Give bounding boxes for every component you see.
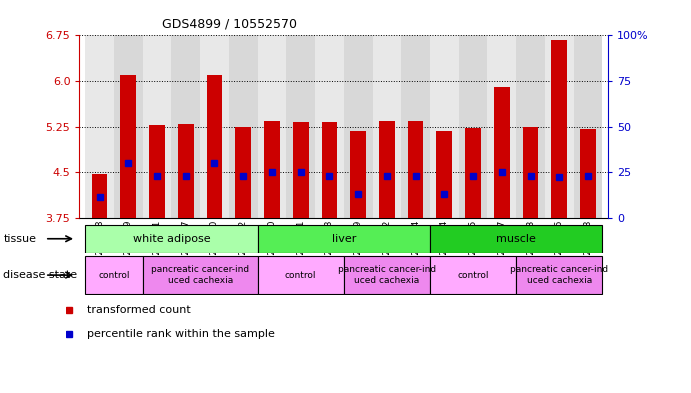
Text: control: control xyxy=(457,271,489,279)
Bar xyxy=(85,35,114,218)
Text: percentile rank within the sample: percentile rank within the sample xyxy=(86,329,274,339)
Bar xyxy=(171,35,200,218)
Text: control: control xyxy=(98,271,130,279)
Bar xyxy=(344,256,430,294)
Bar xyxy=(465,128,481,218)
Bar xyxy=(437,131,452,218)
Bar xyxy=(430,35,459,218)
Bar xyxy=(430,225,603,253)
Bar xyxy=(516,256,603,294)
Bar xyxy=(178,124,193,218)
Text: tissue: tissue xyxy=(3,234,37,244)
Bar xyxy=(408,121,424,218)
Bar xyxy=(264,121,280,218)
Bar xyxy=(142,256,258,294)
Bar xyxy=(85,256,142,294)
Bar xyxy=(522,127,538,218)
Text: white adipose: white adipose xyxy=(133,234,210,244)
Bar xyxy=(92,174,108,218)
Text: disease state: disease state xyxy=(3,270,77,280)
Bar xyxy=(401,35,430,218)
Bar xyxy=(343,35,372,218)
Bar xyxy=(114,35,142,218)
Text: liver: liver xyxy=(332,234,356,244)
Bar xyxy=(229,35,258,218)
Bar xyxy=(258,35,286,218)
Text: pancreatic cancer-ind
uced cachexia: pancreatic cancer-ind uced cachexia xyxy=(338,265,436,285)
Text: pancreatic cancer-ind
uced cachexia: pancreatic cancer-ind uced cachexia xyxy=(151,265,249,285)
Bar xyxy=(551,40,567,218)
Bar xyxy=(487,35,516,218)
Bar xyxy=(120,75,136,218)
Text: pancreatic cancer-ind
uced cachexia: pancreatic cancer-ind uced cachexia xyxy=(510,265,608,285)
Bar xyxy=(379,121,395,218)
Bar xyxy=(258,256,344,294)
Bar xyxy=(258,225,430,253)
Bar xyxy=(430,256,516,294)
Bar xyxy=(321,123,337,218)
Text: transformed count: transformed count xyxy=(86,305,190,316)
Bar xyxy=(207,75,223,218)
Text: muscle: muscle xyxy=(496,234,536,244)
Bar xyxy=(494,87,510,218)
Bar xyxy=(459,35,487,218)
Bar xyxy=(142,35,171,218)
Bar xyxy=(315,35,343,218)
Bar xyxy=(85,225,258,253)
Text: GDS4899 / 10552570: GDS4899 / 10552570 xyxy=(162,18,297,31)
Text: control: control xyxy=(285,271,316,279)
Bar xyxy=(200,35,229,218)
Bar xyxy=(545,35,574,218)
Bar xyxy=(293,123,309,218)
Bar xyxy=(236,127,251,218)
Bar xyxy=(372,35,401,218)
Bar xyxy=(580,129,596,218)
Bar xyxy=(574,35,603,218)
Bar xyxy=(350,131,366,218)
Bar xyxy=(149,125,165,218)
Bar xyxy=(286,35,315,218)
Bar xyxy=(516,35,545,218)
